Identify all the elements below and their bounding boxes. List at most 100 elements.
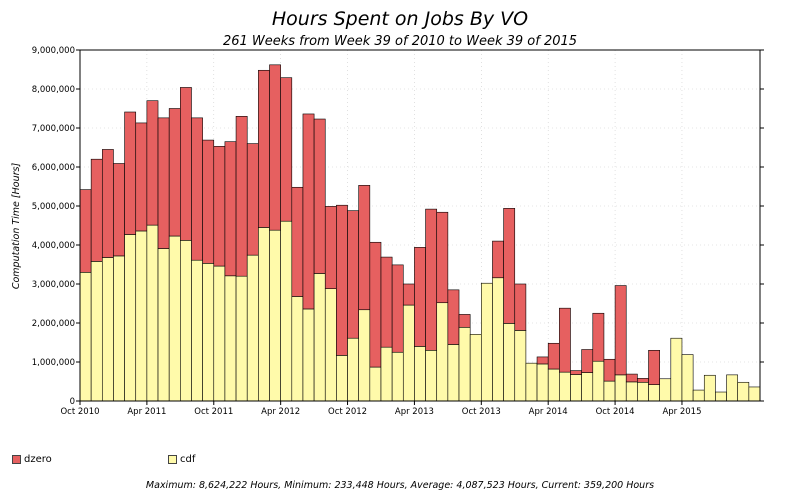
bar-cdf	[514, 330, 527, 402]
bar-dzero	[648, 349, 660, 385]
x-tick-label: Apr 2015	[662, 407, 701, 417]
bar-cdf	[146, 224, 159, 402]
bar-dzero	[213, 146, 226, 267]
bar-dzero	[391, 264, 404, 353]
chart-subtitle: 261 Weeks from Week 39 of 2010 to Week 3…	[222, 34, 578, 49]
bar-cdf	[213, 265, 226, 402]
bar-cdf	[670, 337, 683, 402]
bar-dzero	[269, 64, 281, 231]
y-tick-label: 7,000,000	[32, 124, 75, 134]
bar-cdf	[414, 346, 426, 402]
legend-item-cdf: cdf	[168, 454, 195, 465]
bar-dzero	[625, 373, 638, 383]
bar-dzero	[157, 117, 170, 249]
bar-cdf	[324, 288, 337, 402]
bar-cdf	[458, 326, 471, 402]
bar-cdf	[570, 374, 582, 402]
bar-cdf	[492, 277, 504, 402]
bar-dzero	[191, 117, 203, 261]
bar-dzero	[124, 111, 137, 235]
bar-cdf	[291, 296, 304, 402]
bar-cdf	[547, 368, 560, 402]
y-tick-label: 2,000,000	[32, 319, 75, 329]
bar-dzero	[280, 77, 293, 222]
y-tick-label: 5,000,000	[32, 202, 75, 212]
bar-cdf	[726, 374, 739, 402]
x-tick-label: Apr 2014	[529, 407, 568, 417]
bar-dzero	[425, 208, 438, 351]
x-axis: Oct 2010 Apr 2011 Oct 2011 Apr 2012 Oct 2012…	[60, 401, 701, 417]
bar-dzero	[235, 116, 248, 277]
x-tick-label: Oct 2014	[596, 407, 635, 417]
bar-dzero	[503, 208, 516, 324]
bar-dzero	[224, 141, 237, 277]
bar-dzero	[458, 314, 471, 328]
bar-cdf	[180, 240, 192, 402]
legend-swatch-cdf	[168, 455, 177, 464]
bar-cdf	[748, 386, 761, 402]
bar-dzero	[536, 356, 549, 365]
x-tick-label: Oct 2010	[60, 407, 99, 417]
bar-cdf	[737, 381, 750, 402]
bar-dzero	[514, 283, 527, 331]
bar-cdf	[246, 254, 259, 402]
bar-cdf	[391, 351, 404, 402]
bar-dzero	[113, 163, 125, 257]
bar-dzero	[90, 158, 103, 262]
bar-cdf	[559, 371, 571, 402]
bar-dzero	[592, 312, 605, 362]
summary-statistics: Maximum: 8,624,222 Hours, Minimum: 233,4…	[145, 480, 655, 491]
chart-title: Hours Spent on Jobs By VO	[271, 8, 529, 30]
bar-cdf	[503, 323, 516, 402]
bar-dzero	[313, 118, 326, 274]
x-tick-label: Apr 2013	[395, 407, 434, 417]
bar-dzero	[492, 240, 504, 279]
x-tick-label: Apr 2012	[261, 407, 300, 417]
bar-cdf	[380, 346, 393, 402]
bar-cdf	[402, 304, 415, 402]
legend-item-dzero: dzero	[12, 454, 52, 465]
bar-cdf	[358, 309, 371, 402]
bar-dzero	[637, 378, 649, 383]
bar-cdf	[258, 227, 270, 402]
bar-cdf	[369, 366, 382, 402]
y-tick-label: 0	[70, 397, 75, 407]
legend-swatch-dzero	[12, 455, 21, 464]
bar-dzero	[135, 122, 148, 232]
bar-dzero	[180, 87, 192, 241]
bar-cdf	[135, 230, 148, 402]
y-axis-label: Computation Time [Hours]	[11, 163, 22, 290]
bar-cdf	[124, 234, 137, 402]
bar-dzero	[436, 211, 449, 304]
bar-dzero	[324, 206, 337, 289]
bar-cdf	[157, 248, 170, 402]
bar-cdf	[681, 354, 694, 402]
bar-cdf	[269, 229, 281, 402]
bar-dzero	[291, 186, 304, 297]
bar-dzero	[302, 113, 315, 310]
bar-cdf	[202, 263, 215, 402]
bar-dzero	[414, 247, 426, 347]
bar-dzero	[101, 149, 114, 258]
bar-dzero	[380, 256, 393, 348]
y-tick-label: 4,000,000	[32, 241, 75, 251]
bar-dzero	[369, 241, 382, 368]
bar-dzero	[202, 139, 215, 264]
plot-frame	[79, 49, 761, 402]
bar-dzero	[258, 69, 270, 228]
bar-dzero	[347, 210, 359, 339]
bar-cdf	[347, 337, 359, 402]
bar-dzero	[402, 283, 415, 306]
bar-cdf	[235, 275, 248, 402]
bar-dzero	[559, 307, 571, 373]
y-tick-label: 8,000,000	[32, 85, 75, 95]
bar-cdf	[280, 220, 293, 402]
bar-dzero	[570, 370, 582, 375]
y-tick-label: 6,000,000	[32, 163, 75, 173]
bar-cdf	[581, 372, 594, 402]
bar-cdf	[313, 273, 326, 402]
bar-cdf	[224, 275, 237, 402]
bar-cdf	[168, 235, 181, 402]
bar-cdf	[336, 355, 348, 402]
bar-cdf	[614, 374, 627, 402]
